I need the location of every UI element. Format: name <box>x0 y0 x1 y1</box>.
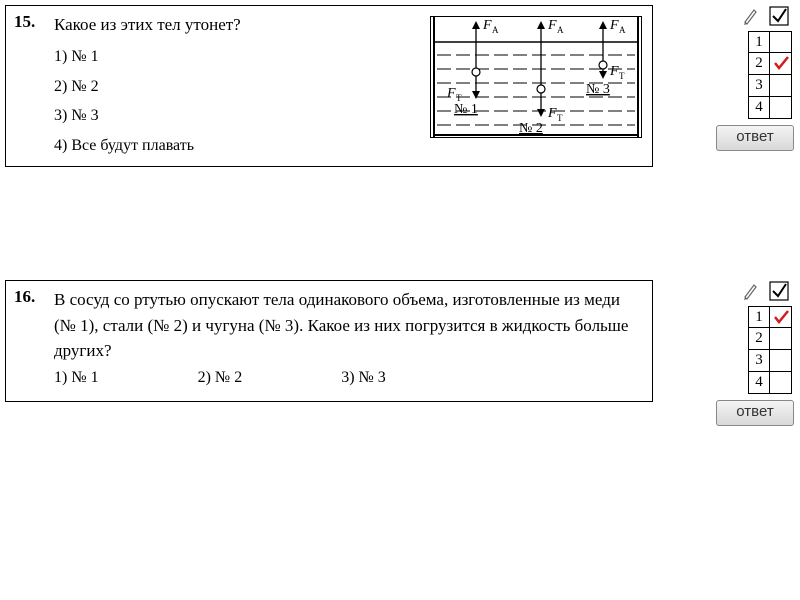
q15-number: 15. <box>14 12 35 32</box>
checkmark-icon <box>773 55 789 71</box>
q16-opt3: 3) № 3 <box>341 369 386 386</box>
ans15-1-box[interactable] <box>770 31 792 53</box>
svg-text:T: T <box>619 71 625 81</box>
svg-text:F: F <box>482 18 492 33</box>
ans15-3-box[interactable] <box>770 75 792 97</box>
buoyancy-diagram: F A F A F A F T F T F T № 1 № 2 № 3 <box>431 17 641 137</box>
q16-text: В сосуд со ртутью опускают тела одинаков… <box>54 287 639 364</box>
q16-options: 1) № 1 2) № 2 3) № 3 <box>54 369 481 387</box>
svg-text:A: A <box>557 25 564 35</box>
ans15-4-label: 4 <box>748 97 770 119</box>
q16-opt2: 2) № 2 <box>198 369 243 386</box>
svg-text:F: F <box>547 18 557 33</box>
q15-opt2: 2) № 2 <box>54 72 194 102</box>
svg-text:№ 1: № 1 <box>454 102 478 117</box>
checkmark-icon <box>773 309 789 325</box>
answer-grid-15: 1 2 3 4 <box>748 31 792 119</box>
q15-diagram: F A F A F A F T F T F T № 1 № 2 № 3 <box>430 16 642 138</box>
pencil-check-icon <box>742 5 792 27</box>
q15-options: 1) № 1 2) № 2 3) № 3 4) Все будут плават… <box>54 42 194 160</box>
svg-text:T: T <box>557 113 563 123</box>
ans16-4-label: 4 <box>748 372 770 394</box>
svg-text:A: A <box>492 25 499 35</box>
q16-opt1: 1) № 1 <box>54 369 99 386</box>
question-16: 16. В сосуд со ртутью опускают тела один… <box>5 280 653 402</box>
svg-text:F: F <box>547 106 557 121</box>
ans16-4-box[interactable] <box>770 372 792 394</box>
ans16-3-box[interactable] <box>770 350 792 372</box>
ans15-3-label: 3 <box>748 75 770 97</box>
answer-button-16[interactable]: ответ <box>716 400 794 426</box>
svg-text:№ 2: № 2 <box>519 121 543 136</box>
svg-text:F: F <box>446 86 456 101</box>
ans16-1-label: 1 <box>748 306 770 328</box>
q15-opt1: 1) № 1 <box>54 42 194 72</box>
svg-text:A: A <box>619 25 626 35</box>
ans15-1-label: 1 <box>748 31 770 53</box>
ans16-2-label: 2 <box>748 328 770 350</box>
answer-button-15[interactable]: ответ <box>716 125 794 151</box>
answer-grid-16: 1 2 3 4 <box>748 306 792 394</box>
q15-opt3: 3) № 3 <box>54 101 194 131</box>
ans16-1-box[interactable] <box>770 306 792 328</box>
ans15-2-label: 2 <box>748 53 770 75</box>
q16-number: 16. <box>14 287 35 307</box>
ans16-3-label: 3 <box>748 350 770 372</box>
svg-text:№ 3: № 3 <box>586 82 610 97</box>
ans15-4-box[interactable] <box>770 97 792 119</box>
ans16-2-box[interactable] <box>770 328 792 350</box>
question-15: 15. Какое из этих тел утонет? 1) № 1 2) … <box>5 5 653 167</box>
pencil-check-icon <box>742 280 792 302</box>
svg-text:F: F <box>609 64 619 79</box>
ans15-2-box[interactable] <box>770 53 792 75</box>
svg-text:F: F <box>609 18 619 33</box>
q15-opt4: 4) Все будут плавать <box>54 131 194 161</box>
